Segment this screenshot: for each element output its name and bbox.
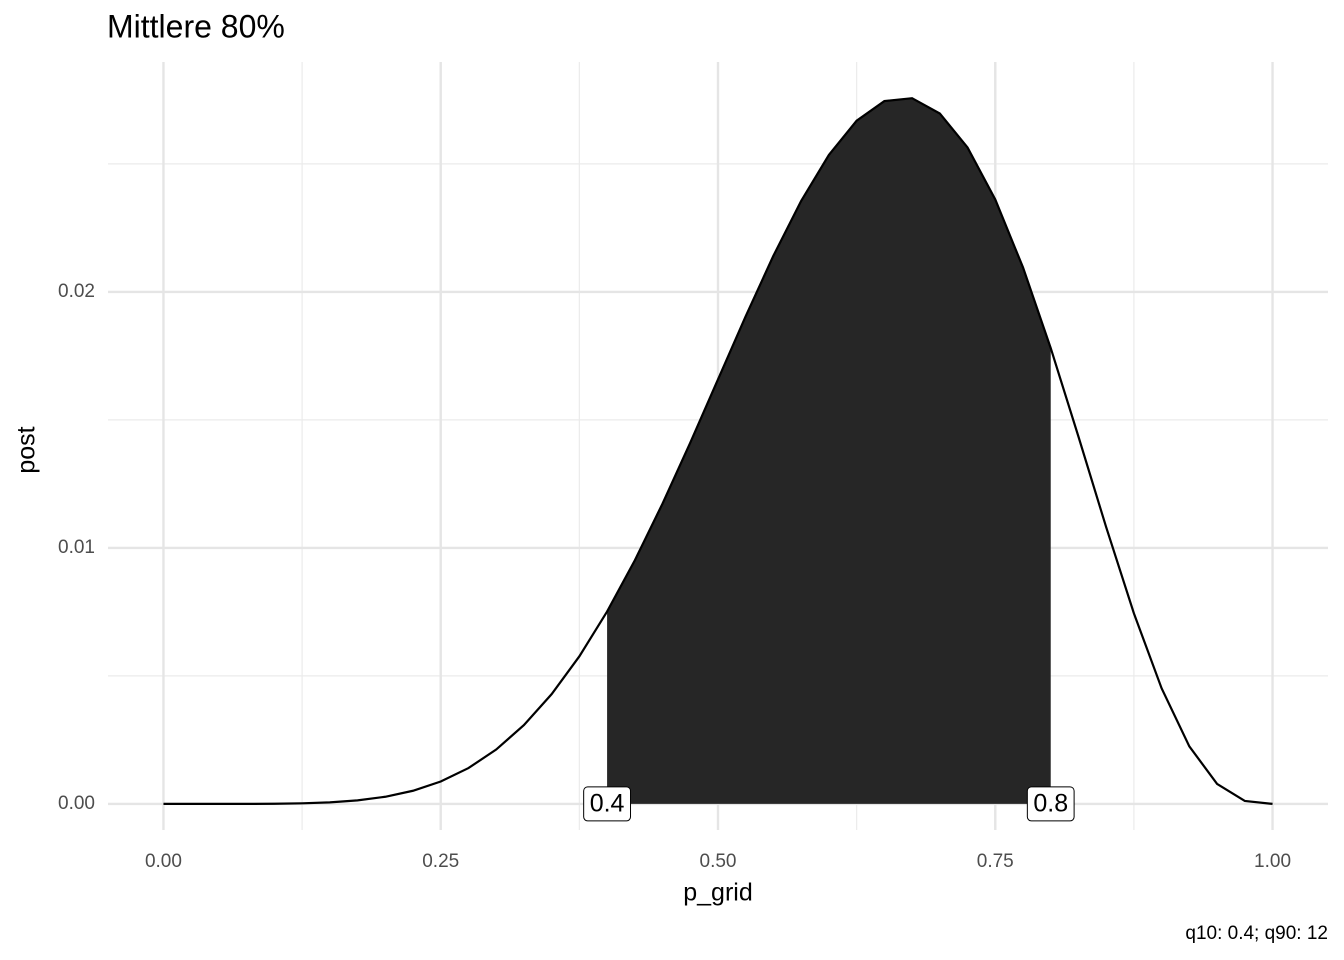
y-axis-label: post [13,426,41,473]
x-tick-label: 0.50 [700,851,737,872]
annotation-box [583,786,632,822]
x-tick-label: 0.75 [977,851,1014,872]
y-tick-label: 0.00 [58,793,95,814]
caption: q10: 0.4; q90: 12 [1185,923,1328,944]
annotation-label: 0.4 [590,789,625,817]
density-line [163,97,1273,805]
x-axis-label: p_grid [683,879,753,907]
shaded-area [607,98,1051,804]
y-tick-label: 0.02 [58,281,95,302]
chart-title: Mittlere 80% [107,8,285,44]
x-tick-label: 1.00 [1254,851,1291,872]
annotation-box [1026,786,1075,822]
x-tick-label: 0.00 [145,851,182,872]
annotation-label: 0.8 [1033,789,1068,817]
annotation: 0.8 [1026,786,1075,822]
x-tick-label: 0.25 [422,851,459,872]
y-tick-label: 0.01 [58,537,95,558]
annotation: 0.4 [583,786,632,822]
